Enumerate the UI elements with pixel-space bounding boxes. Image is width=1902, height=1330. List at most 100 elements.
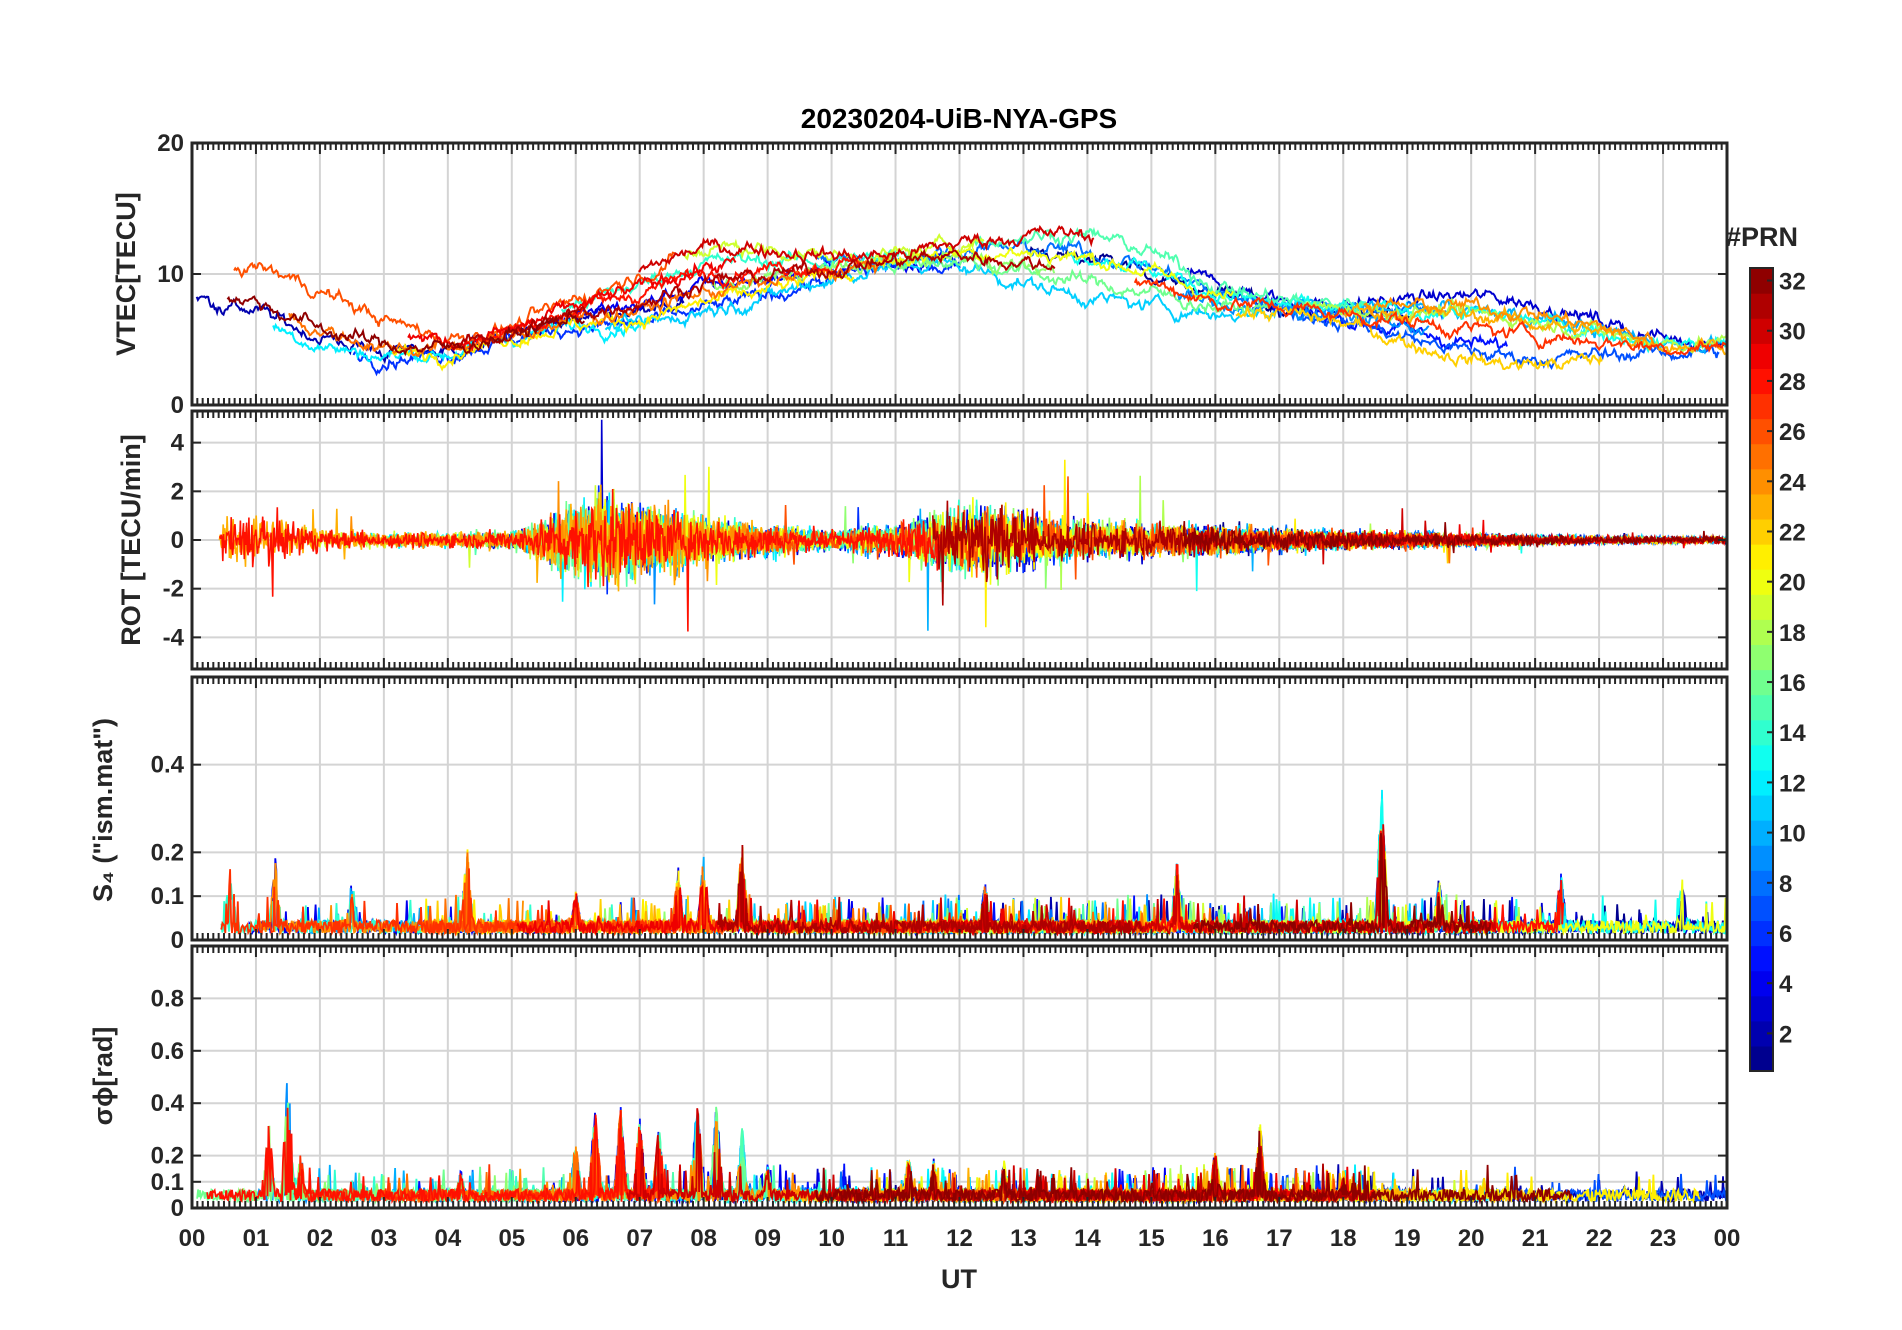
s4-y-tick-labels: 0 0.1 0.2 0.4 [151,752,185,954]
x-tick-label: 20 [1458,1225,1485,1252]
y-tick-label: 4 [171,430,185,457]
colorbar-tick-label: 4 [1779,971,1793,998]
colorbar-band [1750,418,1773,445]
series-line-prn-29 [407,256,737,352]
colorbar-band [1750,995,1773,1022]
colorbar-band [1750,719,1773,746]
x-tick-label: 00 [1714,1225,1741,1252]
colorbar-band [1750,769,1773,796]
y-tick-label: -4 [163,624,185,651]
series-line-prn-22 [1235,303,1603,372]
sigma-phi-panel: 00.10.2 0.4 0.6 0.8 σϕ[rad] [88,944,1729,1222]
colorbar-band [1750,644,1773,671]
colorbar-band [1750,669,1773,696]
series-line-prn-16 [886,252,1271,315]
y-tick-label: 0.2 [151,1143,184,1170]
series-line-prn-27 [1133,276,1727,356]
colorbar-frame [1749,267,1774,1072]
x-tick-label: 21 [1522,1225,1549,1252]
colorbar-tick-label: 6 [1779,921,1792,948]
colorbar-band [1750,970,1773,997]
x-tick-label: 04 [434,1225,461,1252]
colorbar-band [1750,443,1773,470]
y-tick-label: 0.1 [151,883,184,910]
colorbar-tick-label: 20 [1779,570,1806,597]
colorbar-band [1750,920,1773,947]
sigma-phi-y-label: σϕ[rad] [88,1027,118,1126]
x-tick-label: 15 [1138,1225,1165,1252]
colorbar-label: #PRN [1726,222,1798,252]
colorbar-band [1750,694,1773,721]
series-line-prn-32 [1182,521,1727,555]
x-tick-label: 07 [626,1225,653,1252]
colorbar-band [1750,393,1773,420]
x-tick-label: 06 [562,1225,589,1252]
rot-panel: -4 -2 0 2 4 ROT [TECU/min] [116,409,1729,671]
colorbar-tick-label: 24 [1779,469,1806,496]
colorbar-band [1750,493,1773,520]
colorbar-band [1750,318,1773,344]
x-tick-label: 23 [1650,1225,1677,1252]
colorbar-band [1750,895,1773,922]
colorbar-band [1750,368,1773,395]
colorbar-tick-label: 30 [1779,319,1806,346]
x-tick-label: 00 [179,1225,206,1252]
x-tick-label: 10 [818,1225,845,1252]
s4-y-label: S₄ ("ism.mat") [88,718,118,902]
colorbar-band [1750,1020,1773,1047]
x-tick-label: 13 [1010,1225,1037,1252]
x-tick-label: 05 [498,1225,525,1252]
y-tick-label: 2 [171,478,184,505]
colorbar-tick-label: 18 [1779,620,1806,647]
colorbar-band [1750,619,1773,646]
x-tick-label: 01 [243,1225,270,1252]
colorbar-tick-label: 8 [1779,871,1792,898]
sigma-phi-series-group [196,1083,1727,1206]
y-tick-label: 0.2 [151,839,184,866]
rot-y-tick-labels: -4 -2 0 2 4 [163,430,185,652]
colorbar-bands [1750,268,1773,1072]
colorbar-tick-label: 12 [1779,770,1806,797]
chart-title: 20230204-UiB-NYA-GPS [801,103,1117,134]
colorbar-tick-label: 16 [1779,670,1806,697]
colorbar-tick-label: 32 [1779,269,1806,296]
x-tick-label: 14 [1074,1225,1101,1252]
y-tick-label: 20 [157,130,184,157]
colorbar-band [1750,870,1773,896]
x-tick-label: 09 [754,1225,781,1252]
colorbar-tick-label: 14 [1779,720,1806,747]
series-line-prn-32 [1192,833,1492,936]
s4-series-group [220,789,1727,937]
colorbar-band [1750,794,1773,821]
colorbar-band [1750,945,1773,972]
s4-axes-frame [190,675,1729,942]
colorbar-band [1750,594,1773,620]
y-tick-label: 0 [171,927,184,954]
s4-panel: 0 0.1 0.2 0.4 S₄ ("ism.mat") [88,675,1729,954]
rot-axes-frame [190,409,1729,671]
colorbar-tick-label: 28 [1779,369,1806,396]
series-line-prn-28 [218,488,941,632]
x-tick-label: 03 [371,1225,398,1252]
series-line-prn-12 [272,313,659,364]
y-tick-label: 0 [171,392,184,419]
series-line-prn-24 [1363,295,1657,347]
vtec-series-group [195,224,1727,377]
y-tick-label: 10 [157,261,184,288]
sigma-phi-y-tick-labels: 00.10.2 0.4 0.6 0.8 [151,985,185,1222]
x-tick-labels: 00 01 02 03 04 05 06 07 08 09 10 11 12 13 14 15 16 17 18 19… [179,1225,1741,1252]
rot-y-label: ROT [TECU/min] [116,434,146,645]
colorbar-band [1750,820,1773,846]
series-line-prn-30 [638,224,1095,273]
colorbar-tick-label: 10 [1779,821,1806,848]
y-tick-label: 0.4 [151,1090,185,1117]
series-line-prn-28 [206,1107,669,1205]
x-tick-label: 18 [1330,1225,1357,1252]
sigma-phi-grid [192,946,1727,1208]
x-tick-label: 08 [690,1225,717,1252]
x-tick-label: 02 [307,1225,334,1252]
y-tick-label: 0 [171,527,184,554]
vtec-axes-frame [190,141,1729,407]
